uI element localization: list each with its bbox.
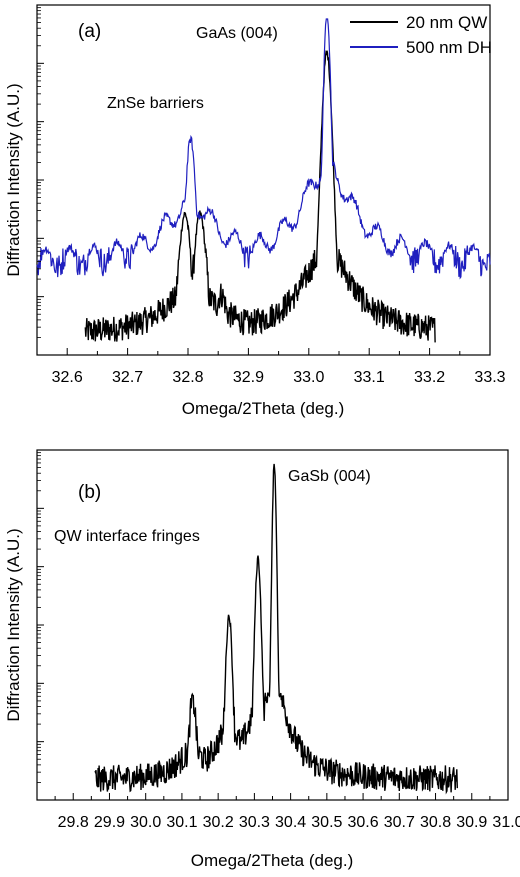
x-tick-label: 30.6 [348,814,379,831]
x-tick-label: 30.0 [130,814,161,831]
x-tick-label: 33.2 [414,369,445,386]
series-line [94,463,458,795]
x-tick-label: 29.9 [94,814,125,831]
x-tick-label: 33.0 [293,369,324,386]
panel-a: 32.6 32.7 32.8 32.9 33.0 33.1 33.2 33.3 (a) GaA… [4,4,506,418]
x-tick-label: 30.2 [203,814,234,831]
annotation-znse-barriers: ZnSe barriers [107,95,204,112]
x-tick-label: 32.9 [233,369,264,386]
x-tick-label: 30.1 [166,814,197,831]
legend: 20 nm QW 500 nm DH [350,13,492,57]
x-tick-label: 33.3 [474,369,505,386]
x-tick-label: 32.6 [52,369,83,386]
x-tick-label: 30.8 [420,814,451,831]
x-tick-label: 30.9 [456,814,487,831]
panel-a-y-ticks [37,4,44,356]
annotation-gaas-004: GaAs (004) [196,25,278,42]
panel-b-label: (b) [78,482,101,503]
panel-a-x-axis-label: Omega/2Theta (deg.) [182,399,345,418]
panel-b-x-ticks: 29.8 29.9 30.0 30.1 30.2 30.3 30.4 30.5 30.6 30.7… [54,793,520,831]
x-tick-label: 30.5 [311,814,342,831]
panel-b-y-axis-label: Diffraction Intensity (A.U.) [4,528,23,721]
series-line [36,18,491,280]
annotation-gasb-004: GaSb (004) [288,468,371,485]
panel-b-x-axis-label: Omega/2Theta (deg.) [191,851,354,870]
panel-a-curves [36,18,491,343]
panel-a-y-axis-label: Diffraction Intensity (A.U.) [4,83,23,276]
x-tick-label: 32.8 [172,369,203,386]
panel-a-label: (a) [78,21,101,42]
legend-label-500nm-dh: 500 nm DH [406,38,492,57]
x-tick-label: 30.4 [275,814,306,831]
x-tick-label: 30.7 [384,814,415,831]
legend-label-20nm-qw: 20 nm QW [406,13,487,32]
panel-a-x-ticks: 32.6 32.7 32.8 32.9 33.0 33.1 33.2 33.3 [52,348,506,386]
series-line [84,50,436,343]
x-tick-label: 29.8 [58,814,89,831]
x-tick-label: 31.0 [492,814,520,831]
panel-b-y-ticks [37,449,44,801]
annotation-qw-interface-fringes: QW interface fringes [54,528,200,545]
x-tick-label: 33.1 [354,369,385,386]
panel-b-curves [94,463,458,795]
panel-b: 29.8 29.9 30.0 30.1 30.2 30.3 30.4 30.5 30.6 30.7… [4,449,520,870]
x-tick-label: 32.7 [112,369,143,386]
x-tick-label: 30.3 [239,814,270,831]
panel-a-frame [36,4,491,356]
